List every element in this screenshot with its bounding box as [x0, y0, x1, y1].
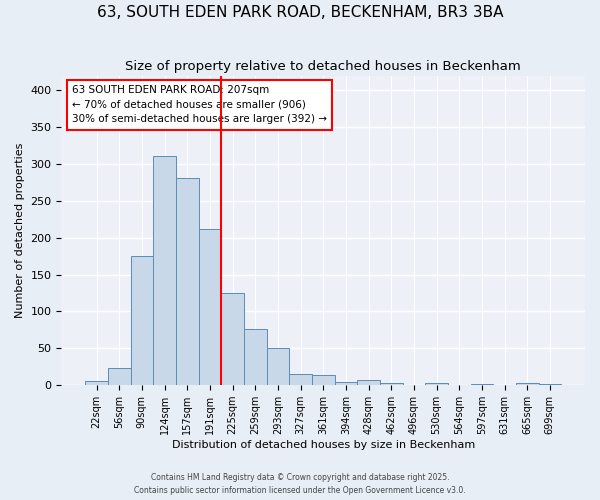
Text: 63 SOUTH EDEN PARK ROAD: 207sqm
← 70% of detached houses are smaller (906)
30% o: 63 SOUTH EDEN PARK ROAD: 207sqm ← 70% of… [72, 85, 327, 124]
Bar [357, 380, 380, 385]
Bar [221, 293, 244, 385]
Bar [199, 229, 221, 385]
Bar [312, 375, 335, 385]
Bar [153, 156, 176, 385]
Text: Contains HM Land Registry data © Crown copyright and database right 2025.
Contai: Contains HM Land Registry data © Crown c… [134, 473, 466, 495]
Bar [244, 329, 266, 385]
Bar [425, 383, 448, 385]
Bar [176, 178, 199, 385]
Bar [380, 383, 403, 385]
Text: 63, SOUTH EDEN PARK ROAD, BECKENHAM, BR3 3BA: 63, SOUTH EDEN PARK ROAD, BECKENHAM, BR3… [97, 5, 503, 20]
Bar [335, 382, 357, 385]
Bar [266, 348, 289, 385]
Bar [516, 383, 539, 385]
Bar [289, 374, 312, 385]
Title: Size of property relative to detached houses in Beckenham: Size of property relative to detached ho… [125, 60, 521, 73]
Bar [539, 384, 561, 385]
Bar [131, 256, 153, 385]
Bar [470, 384, 493, 385]
Y-axis label: Number of detached properties: Number of detached properties [15, 142, 25, 318]
Bar [85, 381, 108, 385]
X-axis label: Distribution of detached houses by size in Beckenham: Distribution of detached houses by size … [172, 440, 475, 450]
Bar [108, 368, 131, 385]
